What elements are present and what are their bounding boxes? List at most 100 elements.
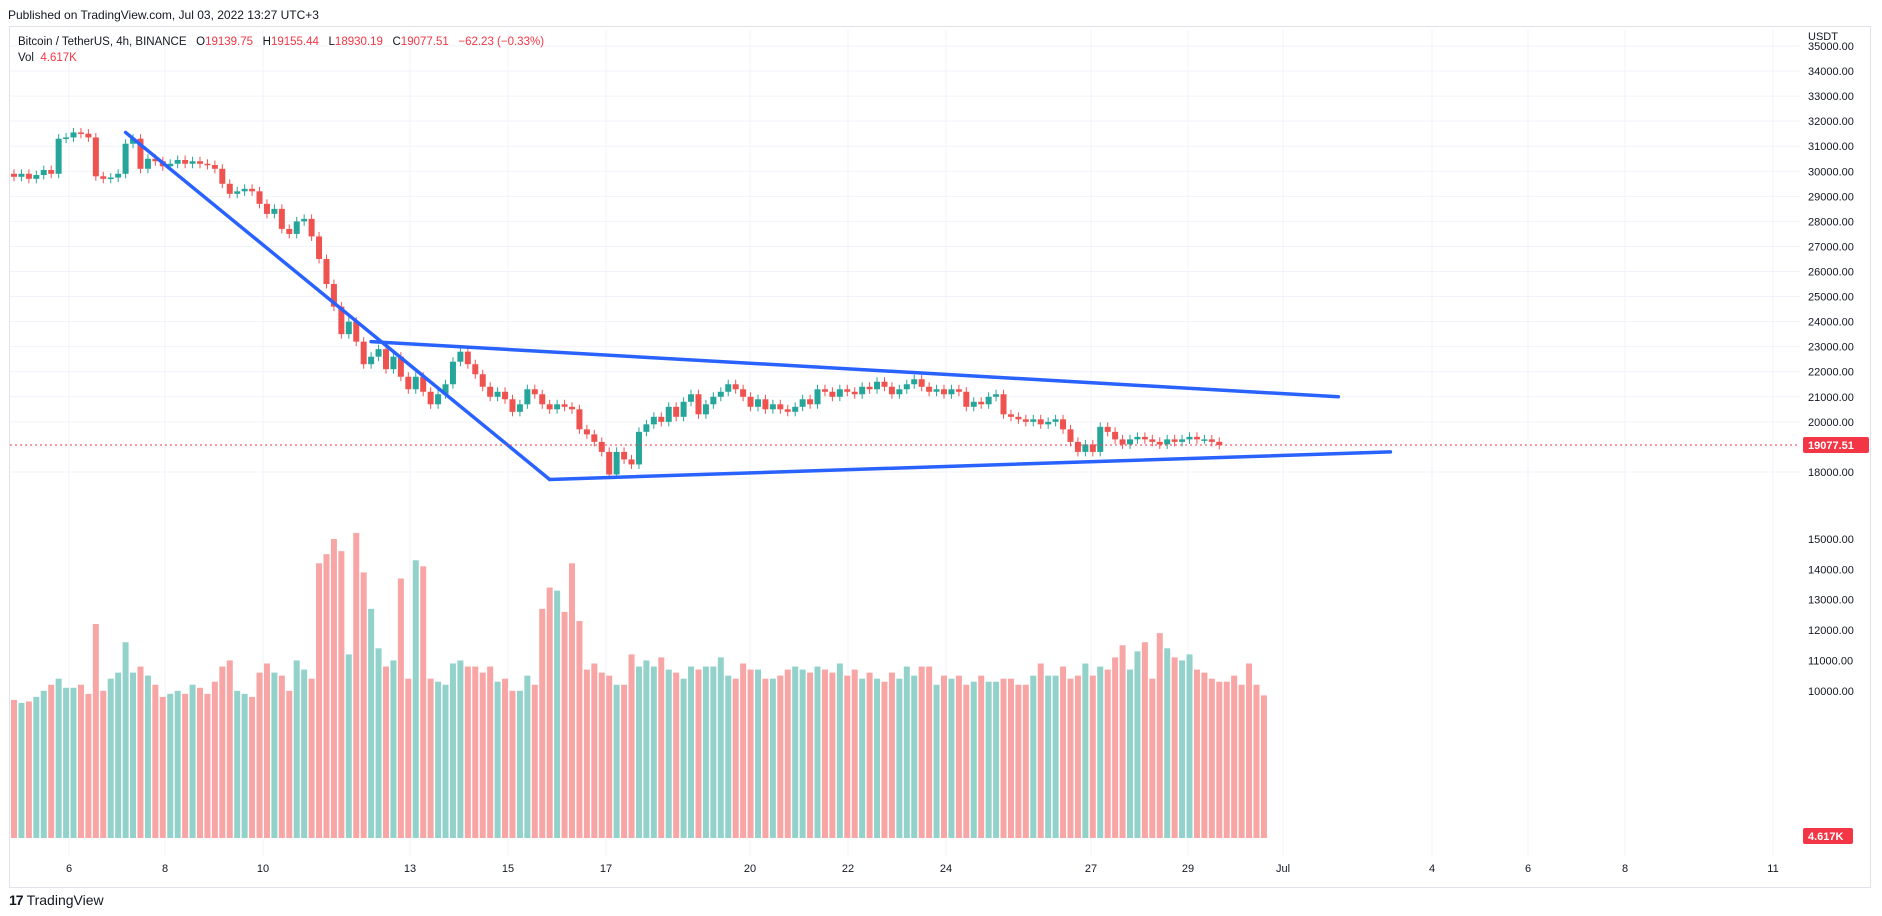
volume-tick-label: 10000.00 xyxy=(1808,686,1854,698)
volume-bar xyxy=(338,551,345,838)
candle-body xyxy=(755,399,761,407)
candle-body xyxy=(941,389,947,395)
volume-bar xyxy=(115,672,122,838)
volume-bar xyxy=(472,666,479,838)
volume-tick-label: 11000.00 xyxy=(1808,655,1853,667)
candle-body xyxy=(896,389,903,395)
candle-body xyxy=(874,381,881,390)
candle-body xyxy=(1089,444,1096,452)
volume-bar xyxy=(293,660,300,838)
volume-bar xyxy=(762,678,769,838)
candle-body xyxy=(539,394,546,405)
candle-body xyxy=(598,441,605,452)
candle-body xyxy=(635,431,642,465)
volume-bar xyxy=(546,587,553,838)
volume-bar xyxy=(1119,645,1126,838)
price-tick-label: 27000.00 xyxy=(1808,241,1854,253)
volume-bar xyxy=(48,684,55,838)
candle-body xyxy=(621,451,628,460)
volume-bar xyxy=(383,666,389,838)
volume-bar xyxy=(278,675,285,838)
volume-bar xyxy=(792,666,799,838)
volume-bar xyxy=(449,663,456,838)
volume-bar xyxy=(18,702,25,838)
price-axis[interactable]: USDT18000.0019000.0020000.0021000.002200… xyxy=(1803,31,1869,844)
candle-body xyxy=(1134,436,1141,440)
candle-body xyxy=(211,165,218,169)
volume-bar xyxy=(539,608,546,838)
candle-body xyxy=(390,356,397,370)
volume-bar xyxy=(1231,675,1238,838)
volume-bar xyxy=(941,675,947,838)
volume-bar xyxy=(479,672,486,838)
tradingview-logo[interactable]: 17 TradingView xyxy=(9,892,104,908)
volume-bar xyxy=(836,663,843,838)
trendline-descending-line[interactable] xyxy=(123,130,552,482)
time-tick-label: 8 xyxy=(162,863,168,875)
candle-body xyxy=(234,191,241,194)
open-label: O xyxy=(196,36,206,48)
candle-body xyxy=(591,434,598,442)
volume-bar xyxy=(569,563,575,838)
candle-body xyxy=(903,384,910,390)
last-price-tag xyxy=(1803,436,1869,453)
close-label: C xyxy=(392,36,401,48)
candle-body xyxy=(926,386,933,392)
volume-bar xyxy=(680,678,687,838)
volume-bar xyxy=(554,590,561,838)
candle-body xyxy=(643,424,650,432)
volume-bar xyxy=(851,669,858,838)
symbol-name[interactable]: Bitcoin / TetherUS, 4h, BINANCE xyxy=(18,36,187,48)
candle-body xyxy=(412,376,419,390)
candle-body xyxy=(115,173,122,178)
volume-bar xyxy=(435,681,442,838)
candle-body xyxy=(1030,419,1037,422)
volume-bar xyxy=(1000,678,1007,838)
volume-bar xyxy=(234,690,241,838)
trendlines[interactable] xyxy=(123,130,1393,482)
volume-bar xyxy=(390,660,397,838)
volume-bar xyxy=(25,701,32,838)
volume-bar xyxy=(859,678,866,838)
volume-bar xyxy=(360,572,367,838)
candle-body xyxy=(955,389,962,392)
volume-bar xyxy=(784,669,791,838)
candle-body xyxy=(338,306,345,335)
candle-body xyxy=(814,389,821,405)
candle-body xyxy=(821,389,828,392)
candle-body xyxy=(1082,444,1089,452)
volume-label[interactable]: Vol xyxy=(18,52,34,64)
candle-body xyxy=(375,349,382,357)
volume-bar xyxy=(412,560,419,838)
candle-body xyxy=(1052,419,1059,422)
candle-body xyxy=(792,406,799,412)
time-axis[interactable]: 6 8 10 13 15 17 20 22 24 27 29 Jul 4 6 8 11 xyxy=(66,863,1779,875)
candle-body xyxy=(1097,426,1104,452)
trendline-triangle-upper[interactable] xyxy=(369,339,1341,399)
volume-bar xyxy=(92,624,99,838)
volume-value: 4.617K xyxy=(40,52,77,64)
change-value: −62.23 (−0.33%) xyxy=(458,36,545,48)
candle-body xyxy=(613,451,620,475)
volume-bar xyxy=(1097,666,1104,838)
candle-body xyxy=(464,351,471,365)
candle-body xyxy=(1060,419,1067,430)
volume-bar xyxy=(732,678,739,838)
axis-currency-label: USDT xyxy=(1808,31,1838,43)
volume-bar xyxy=(717,657,724,838)
candle-body xyxy=(368,356,375,365)
candle-body xyxy=(970,401,977,407)
legend-row-volume: Vol 4.617K xyxy=(18,50,544,66)
candle-body xyxy=(1045,421,1052,425)
volume-bar xyxy=(502,678,509,838)
volume-bar xyxy=(725,675,732,838)
trendline-triangle-lower[interactable] xyxy=(547,450,1393,482)
price-tick-label: 35000.00 xyxy=(1808,41,1854,53)
volume-bar xyxy=(1060,666,1067,838)
candle-body xyxy=(732,384,739,390)
time-tick-label: 6 xyxy=(1525,863,1531,875)
candle-body xyxy=(546,404,553,410)
volume-bar xyxy=(807,672,814,838)
volume-bar xyxy=(316,563,323,838)
